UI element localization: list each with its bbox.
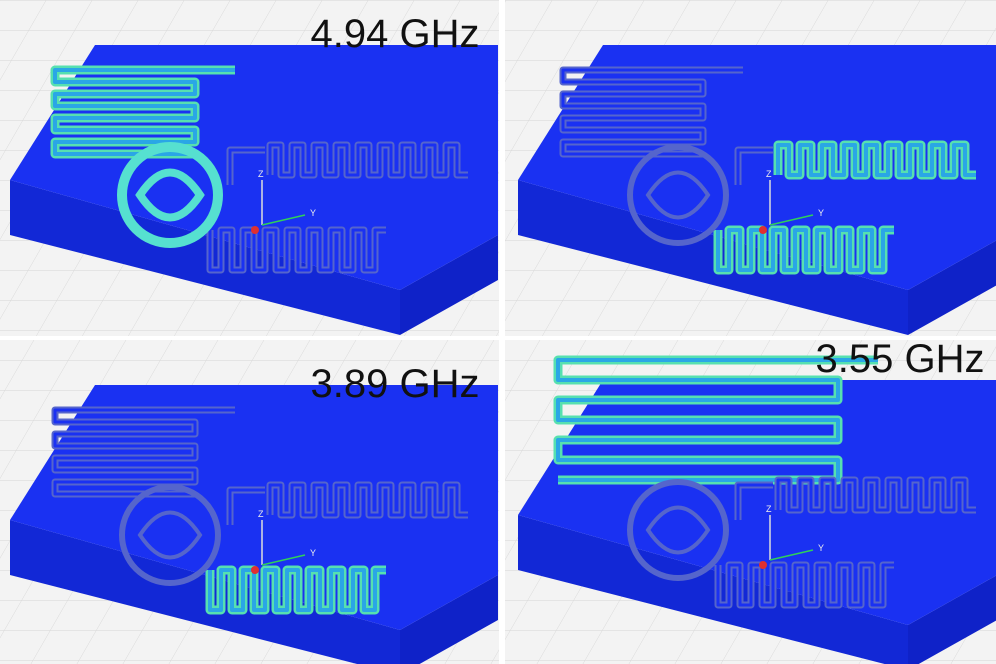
origin (251, 226, 259, 234)
frequency-label: 3.55 GHz (816, 337, 985, 381)
origin (251, 566, 259, 574)
simulation-views: ZY4.94 GHzZY5.40 GHzZY3.89 GHzZY3.55 GHz (0, 0, 996, 664)
axis-label: Z (766, 169, 772, 179)
origin (759, 226, 767, 234)
page: {"panels":[ {"label":"4.94 GHz","axes":[… (0, 0, 996, 664)
origin (759, 561, 767, 569)
frequency-label: 3.89 GHz (311, 362, 480, 406)
axis-label: Y (310, 208, 316, 218)
axis-label: Y (818, 543, 824, 553)
axis-label: Y (818, 208, 824, 218)
axis-label: Z (258, 509, 264, 519)
frequency-label: 4.94 GHz (311, 12, 480, 56)
axis-label: Y (310, 548, 316, 558)
axis-label: Z (258, 169, 264, 179)
axis-label: Z (766, 504, 772, 514)
